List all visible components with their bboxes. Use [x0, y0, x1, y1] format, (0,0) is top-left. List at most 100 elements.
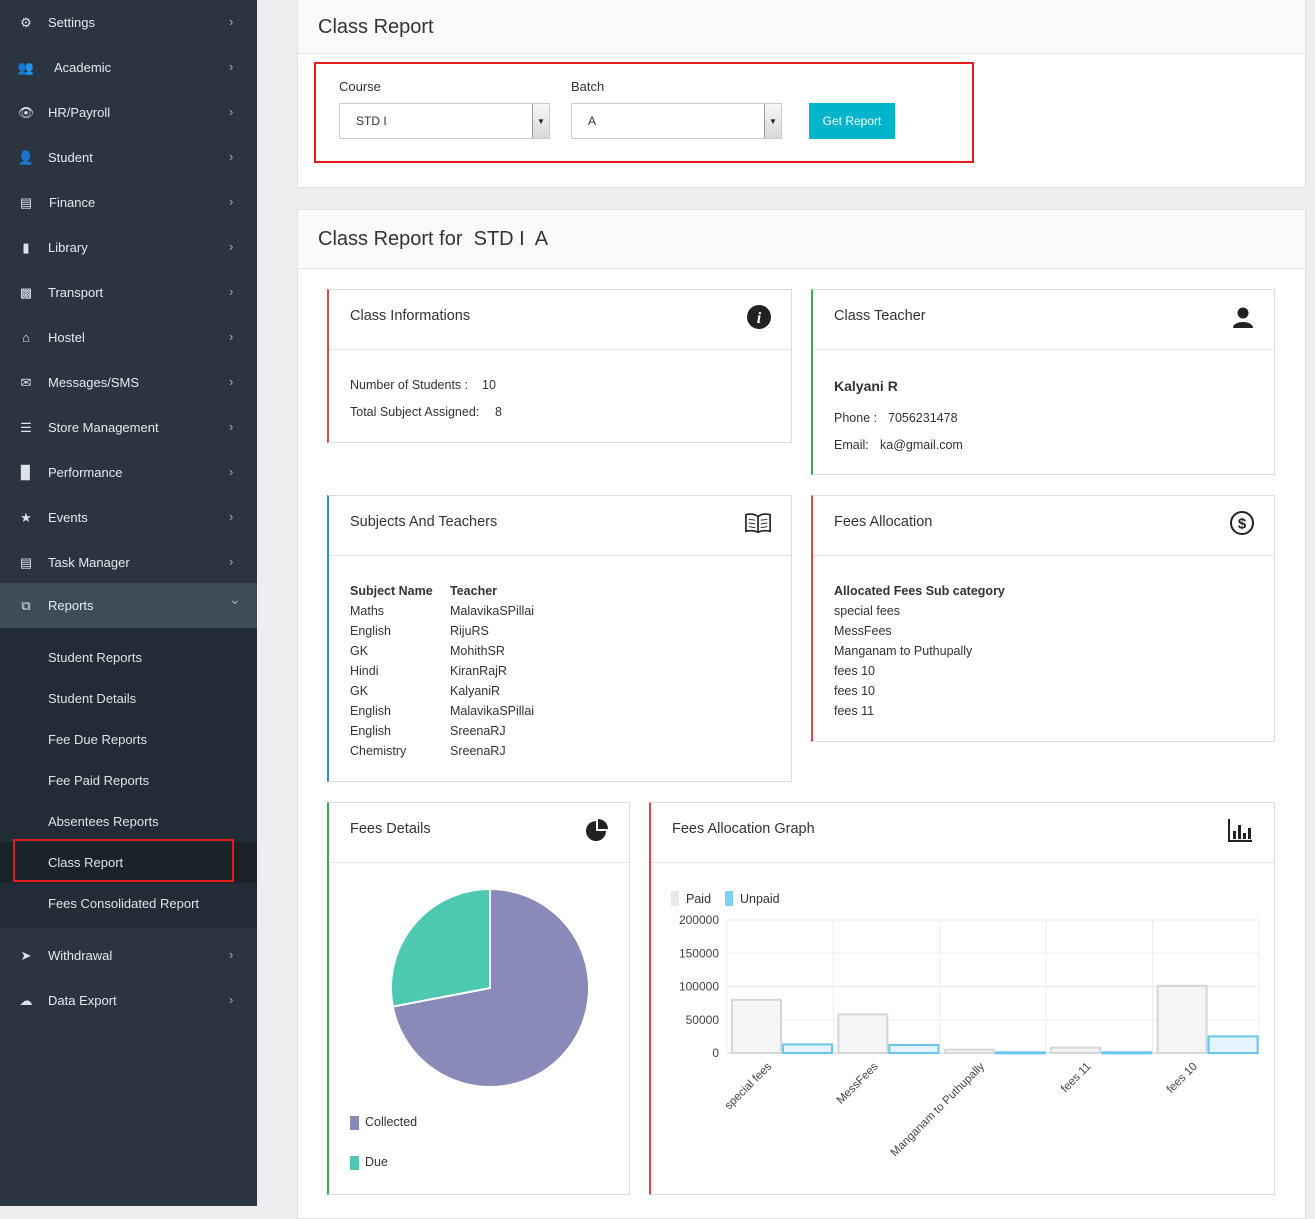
sidebar-item-transport[interactable]: ▩ Transport › [0, 270, 257, 315]
y-tick-label: 0 [712, 1046, 719, 1060]
email-value: ka@gmail.com [880, 438, 963, 452]
sidebar-item-hr-payroll[interactable]: 👁 HR/Payroll › [0, 90, 257, 135]
sidebar-item-student[interactable]: 👤 Student › [0, 135, 257, 180]
home-icon: ⌂ [22, 330, 30, 345]
submenu-item-class-report[interactable]: Class Report [0, 842, 257, 883]
chevron-right-icon: › [229, 14, 234, 29]
sidebar-item-label: Store Management [48, 420, 159, 435]
sidebar-item-settings[interactable]: ⚙ Settings › [0, 0, 257, 45]
svg-text:i: i [757, 310, 762, 327]
sidebar-item-reports[interactable]: ⧉ Reports ⌄ [0, 583, 257, 628]
teacher-name-cell: RijuRS [450, 624, 489, 638]
students-label: Number of Students : [350, 378, 469, 392]
teacher-name-cell: MalavikaSPillai [450, 704, 535, 718]
submenu-item-fees-consolidated-report[interactable]: Fees Consolidated Report [48, 896, 200, 911]
sidebar-item-messages-sms[interactable]: ✉ Messages/SMS › [0, 360, 257, 405]
get-report-button[interactable]: Get Report [809, 103, 895, 139]
sidebar-item-store-management[interactable]: ☰ Store Management › [0, 405, 257, 450]
sidebar-item-library[interactable]: ▮ Library › [0, 225, 257, 270]
class-teacher-title: Class Teacher [834, 308, 926, 324]
subjects-card: Subjects And Teachers Subject Name Teach… [327, 495, 792, 782]
chevron-down-icon[interactable]: ▼ [532, 104, 549, 138]
sidebar-item-label: Events [48, 510, 88, 525]
fees-subcategory-item: fees 10 [834, 684, 876, 698]
bar-unpaid [1207, 1035, 1259, 1054]
fees-allocation-card: Fees Allocation $ Allocated Fees Sub cat… [811, 495, 1275, 742]
x-tick-label: special fees [723, 1060, 775, 1112]
course-select[interactable]: STD I ▼ [339, 103, 550, 139]
legend-label: Due [365, 1155, 388, 1169]
sidebar-item-data-export[interactable]: ☁ Data Export › [0, 978, 257, 1023]
teacher-name-cell: MohithSR [450, 644, 505, 658]
money-icon: ▤ [19, 194, 33, 210]
gears-icon: ⚙ [20, 14, 32, 30]
sidebar-item-label: Finance [49, 195, 96, 210]
bar-paid [837, 1013, 889, 1054]
sidebar-item-events[interactable]: ★ Events › [0, 495, 257, 540]
legend-label: Paid [686, 892, 711, 906]
students-value: 10 [482, 378, 496, 392]
truck-icon: ▩ [19, 284, 33, 300]
y-tick-label: 200000 [679, 913, 719, 927]
submenu-item-student-reports[interactable]: Student Reports [48, 650, 142, 665]
subjects-value: 8 [495, 405, 502, 419]
pie-slice-due [390, 888, 491, 1008]
sidebar-item-hostel[interactable]: ⌂ Hostel › [0, 315, 257, 360]
submenu-item-student-details[interactable]: Student Details [48, 691, 137, 706]
batch-select[interactable]: A ▼ [571, 103, 782, 139]
reports-submenu: Student Reports Student Details Fee Due Re… [0, 628, 257, 928]
clipboard-icon: ▤ [19, 554, 33, 570]
report-title: Class Report for STD I A [298, 210, 1305, 269]
main-content: Class Report Course STD I ▼ Batch A ▼ Ge… [257, 0, 1315, 1219]
fees-subcategory-item: Manganam to Puthupally [834, 644, 973, 658]
sidebar-item-label: HR/Payroll [48, 105, 111, 120]
teacher-name: Kalyani R [834, 378, 898, 394]
teacher-name-cell: KalyaniR [450, 684, 501, 698]
envelope-icon: ✉ [20, 374, 32, 390]
fees-allocation-title: Fees Allocation [834, 514, 933, 530]
submenu-item-fee-due-reports[interactable]: Fee Due Reports [48, 732, 147, 747]
chevron-right-icon: › [229, 947, 234, 962]
chevron-right-icon: › [229, 59, 234, 74]
cloud-download-icon: ☁ [19, 992, 33, 1008]
sidebar-item-academic[interactable]: 👥 Academic › [0, 45, 257, 90]
fees-allocation-header: Allocated Fees Sub category [834, 584, 1005, 598]
divider [329, 862, 629, 863]
dollar-icon: $ [1229, 510, 1255, 536]
users-icon: 👥 [17, 59, 35, 75]
legend-swatch [671, 891, 679, 906]
legend-swatch [725, 891, 733, 906]
submenu-item-absentees-reports[interactable]: Absentees Reports [48, 814, 159, 829]
chevron-down-icon[interactable]: ▼ [764, 104, 781, 138]
sidebar-item-withdrawal[interactable]: ➤ Withdrawal › [0, 933, 257, 978]
bar-chart-icon [1227, 817, 1253, 843]
subjects-title: Subjects And Teachers [350, 514, 498, 530]
chevron-right-icon: › [229, 374, 234, 389]
sidebar-item-label: Task Manager [48, 555, 130, 570]
legend-swatch [350, 1116, 359, 1130]
batch-select-value: A [588, 114, 597, 128]
pie-chart-icon [584, 817, 610, 843]
sidebar-item-performance[interactable]: ▉ Performance › [0, 450, 257, 495]
chevron-right-icon: › [229, 464, 234, 479]
subject-name-cell: GK [350, 684, 369, 698]
star-icon: ★ [20, 509, 32, 525]
divider [329, 555, 791, 556]
filter-highlight [314, 62, 974, 163]
legend-label: Unpaid [740, 892, 780, 906]
submenu-item-fee-paid-reports[interactable]: Fee Paid Reports [48, 773, 150, 788]
class-teacher-card: Class Teacher Kalyani R Phone : 70562314… [811, 289, 1275, 475]
sidebar-item-finance[interactable]: ▤ Finance › [0, 180, 257, 225]
sidebar-item-task-manager[interactable]: ▤ Task Manager › [0, 540, 257, 585]
chevron-right-icon: › [229, 104, 234, 119]
user-icon: 👤 [17, 149, 35, 165]
open-book-icon [745, 510, 771, 536]
bar-chart-icon: ▉ [21, 464, 31, 480]
bar-unpaid [994, 1051, 1046, 1055]
sidebar-item-label: Messages/SMS [48, 375, 140, 390]
eye-icon: 👁 [17, 104, 35, 120]
sidebar-item-label: Student [48, 150, 93, 165]
course-select-value: STD I [356, 114, 387, 128]
bar-paid [943, 1048, 995, 1055]
chevron-right-icon: › [229, 419, 234, 434]
